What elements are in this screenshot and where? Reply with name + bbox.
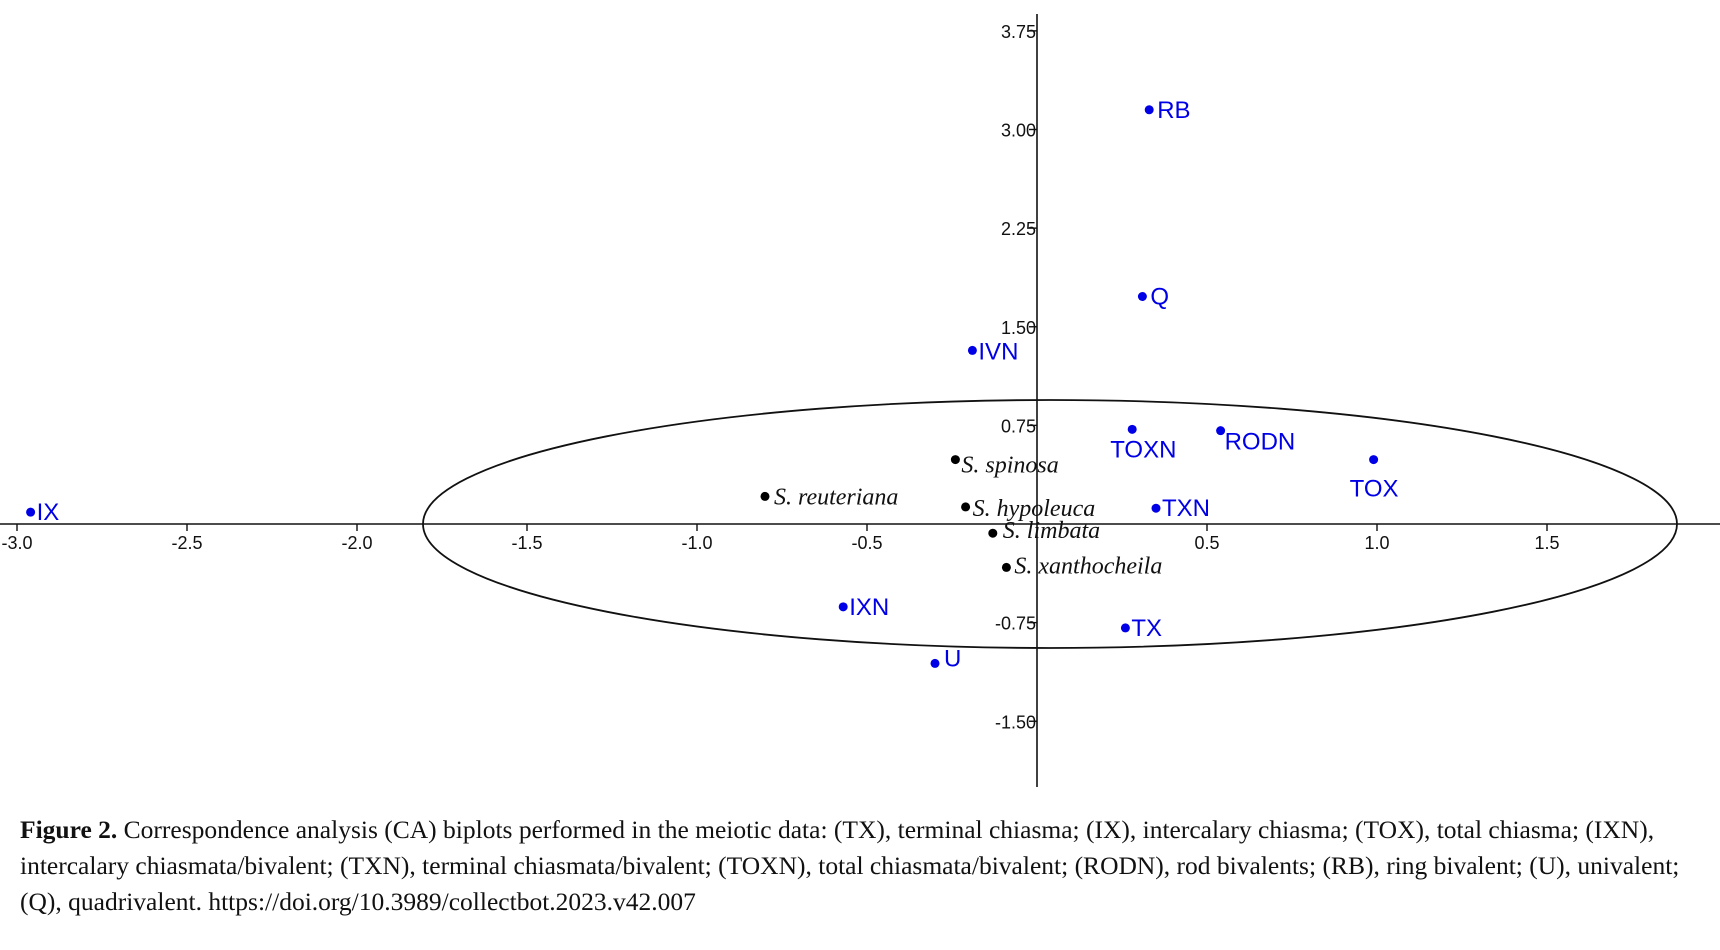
figure-caption: Figure 2. Correspondence analysis (CA) b… <box>20 812 1700 920</box>
y-tick-label: 3.00 <box>1001 121 1036 141</box>
x-tick-label: -1.0 <box>681 533 712 553</box>
caption-text: Correspondence analysis (CA) biplots per… <box>20 815 1680 916</box>
point-ix <box>26 507 36 517</box>
x-tick-label: 1.5 <box>1534 533 1559 553</box>
point-s-reuteriana <box>760 491 770 501</box>
point-label-toxn: TOXN <box>1110 436 1176 463</box>
ca-biplot: -3.0 -2.5 -2.0 -1.5 -1.0 -0.5 0.5 1.0 1.5 3.75 3.0… <box>0 14 1720 787</box>
point-label-q: Q <box>1150 284 1169 311</box>
point-label-s-limbata: S. limbata <box>1003 518 1100 544</box>
point-s-xanthocheila <box>1001 562 1011 572</box>
point-txn <box>1151 503 1161 513</box>
point-label-s-reuteriana: S. reuteriana <box>774 484 898 510</box>
point-label-ivn: IVN <box>978 338 1018 365</box>
point-s-spinosa <box>950 455 960 465</box>
chart-marks: RB Q IVN TOXN RODN TOX TXN IX IXN TX U S. spinosa S.… <box>26 97 1399 672</box>
caption-label: Figure 2. <box>20 815 118 844</box>
point-label-s-hypoleuca: S. hypoleuca <box>973 496 1096 522</box>
axes: -3.0 -2.5 -2.0 -1.5 -1.0 -0.5 0.5 1.0 1.5 3.75 3.0… <box>0 14 1720 787</box>
x-tick-label: -0.5 <box>851 533 882 553</box>
y-tick-label: -1.50 <box>995 712 1036 732</box>
point-label-txn: TXN <box>1162 495 1210 522</box>
point-s-limbata <box>988 528 998 538</box>
point-toxn <box>1127 424 1137 434</box>
y-tick-label: -0.75 <box>995 614 1036 634</box>
y-tick-label: 3.75 <box>1001 22 1036 42</box>
x-tick-label: -3.0 <box>1 533 32 553</box>
point-label-s-xanthocheila: S. xanthocheila <box>1014 553 1162 579</box>
y-tick-label: 0.75 <box>1001 416 1036 436</box>
x-tick-label: -1.5 <box>511 533 542 553</box>
point-tox <box>1369 455 1379 465</box>
point-label-rb: RB <box>1157 97 1190 124</box>
x-tick-label: 1.0 <box>1364 533 1389 553</box>
x-tick-label: -2.0 <box>341 533 372 553</box>
x-tick-label: 0.5 <box>1194 533 1219 553</box>
x-tick-label: -2.5 <box>171 533 202 553</box>
y-tick-label: 2.25 <box>1001 219 1036 239</box>
point-tx <box>1120 623 1130 633</box>
point-label-tx: TX <box>1131 615 1162 642</box>
point-q <box>1137 292 1147 302</box>
confidence-ellipse-layer <box>422 399 1678 649</box>
point-label-rodn: RODN <box>1225 429 1296 456</box>
point-label-ixn: IXN <box>849 594 889 621</box>
point-ivn <box>967 345 977 355</box>
point-label-s-spinosa: S. spinosa <box>961 453 1058 479</box>
point-label-u: U <box>944 645 961 672</box>
point-u <box>930 658 940 668</box>
point-rodn <box>1216 426 1226 436</box>
point-label-tox: TOX <box>1350 476 1399 503</box>
point-ixn <box>838 602 848 612</box>
point-s-hypoleuca <box>961 502 971 512</box>
point-rb <box>1144 105 1154 115</box>
point-label-ix: IX <box>37 499 60 526</box>
confidence-ellipse <box>422 399 1678 649</box>
y-tick-label: 1.50 <box>1001 318 1036 338</box>
